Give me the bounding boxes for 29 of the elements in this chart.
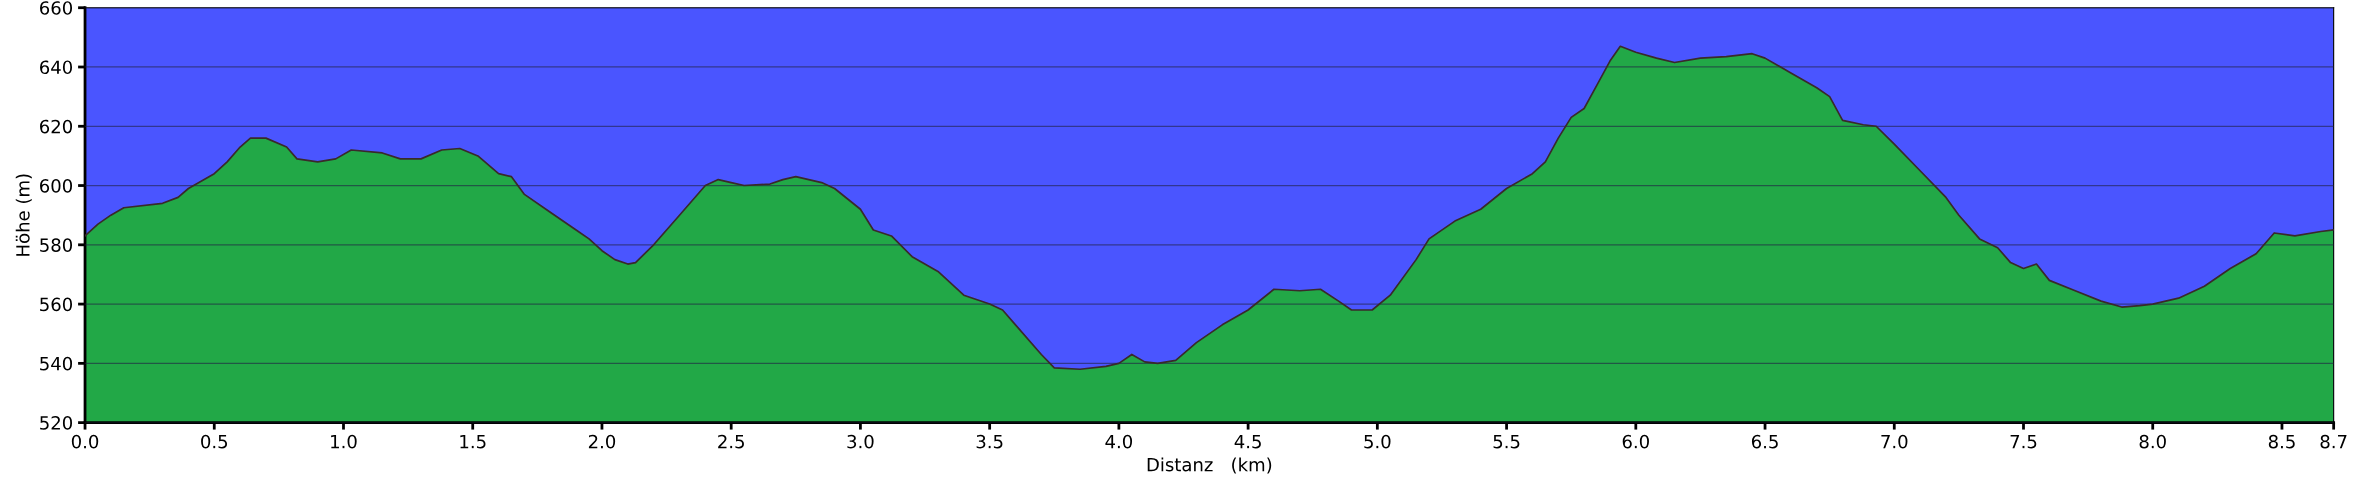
y-tick-label: 620 — [40, 119, 73, 134]
x-tick-label: 8.7 — [2320, 434, 2347, 449]
x-tick-label: 8.0 — [2139, 434, 2166, 449]
x-tick-label: 5.5 — [1493, 434, 1520, 449]
y-tick-label: 640 — [40, 60, 73, 75]
x-tick-label: 3.5 — [976, 434, 1003, 449]
x-tick-label: 4.5 — [1234, 434, 1261, 449]
y-axis-title: Höhe (m) — [15, 174, 32, 256]
x-tick-label: 8.5 — [2268, 434, 2295, 449]
x-tick-label: 6.0 — [1622, 434, 1649, 449]
x-tick-label: 1.0 — [331, 434, 357, 449]
y-tick-label: 580 — [40, 238, 73, 252]
x-axis-title: Distanz (km) — [1147, 457, 1272, 474]
y-tick-label: 540 — [40, 356, 73, 371]
x-tick-label: 1.5 — [460, 434, 486, 449]
x-tick-label: 5.0 — [1364, 434, 1391, 449]
x-tick-label: 4.0 — [1105, 434, 1133, 449]
x-tick-label: 0.5 — [201, 434, 228, 449]
y-tick-label: 560 — [40, 297, 73, 312]
x-tick-label: 7.0 — [1881, 434, 1908, 449]
y-tick-label: 600 — [40, 179, 73, 193]
x-tick-label: 2.0 — [588, 434, 616, 449]
x-tick-label: 2.5 — [718, 434, 744, 449]
x-tick-label: 6.5 — [1751, 434, 1778, 449]
y-tick-label: 520 — [40, 416, 73, 430]
x-tick-label: 0.0 — [71, 434, 99, 449]
x-tick-label: 7.5 — [2010, 434, 2037, 449]
x-tick-label: 3.0 — [847, 434, 874, 449]
y-tick-label: 660 — [40, 1, 73, 15]
